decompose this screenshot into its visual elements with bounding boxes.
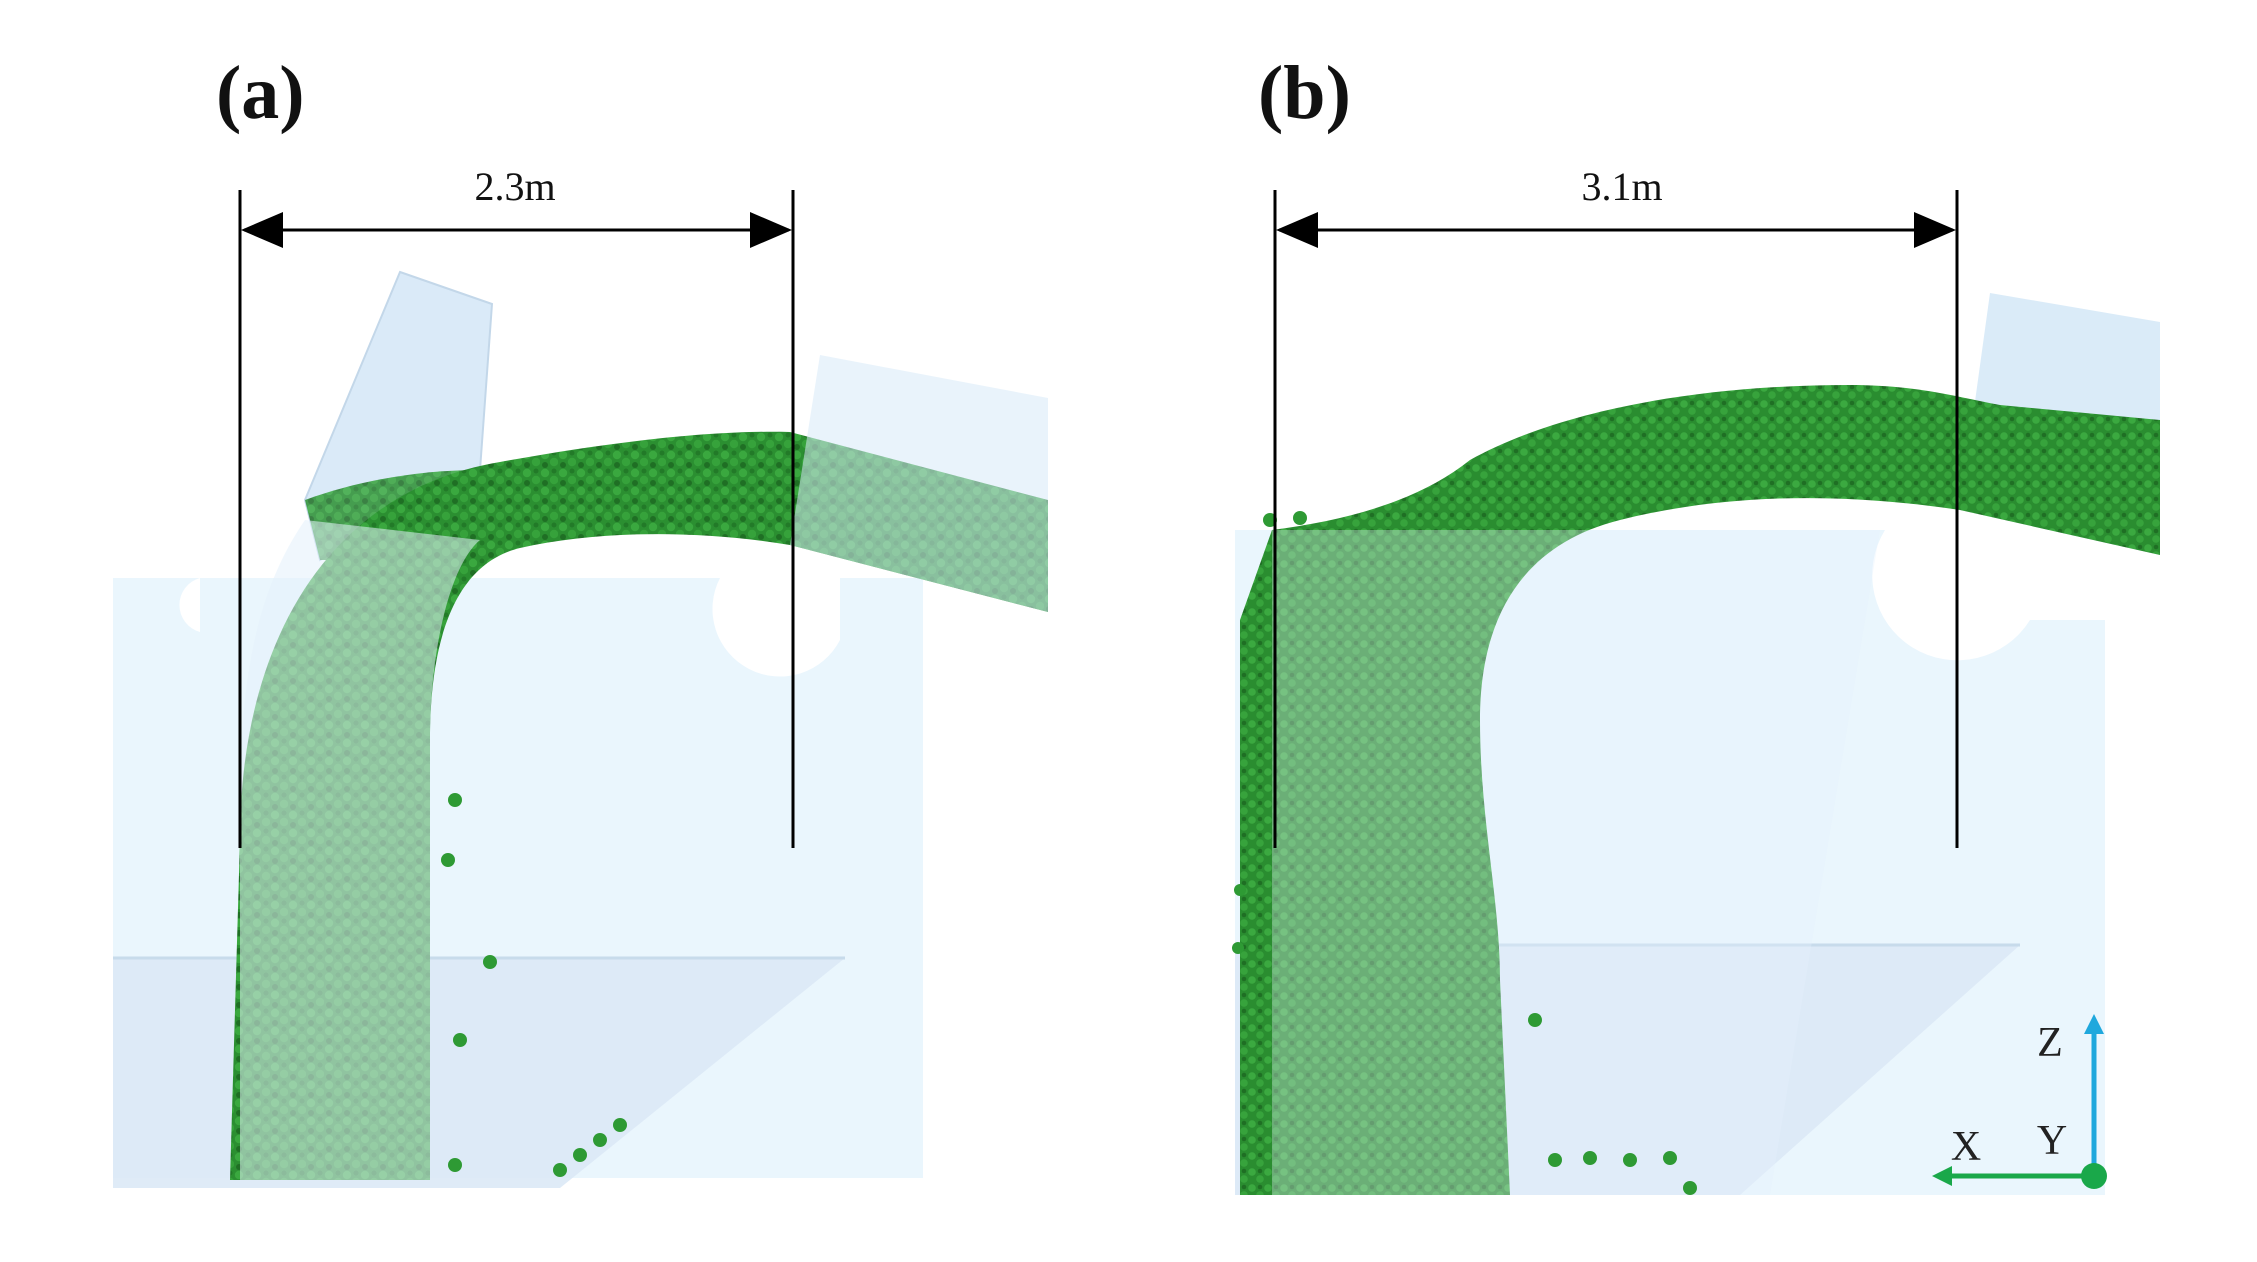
curved-hood-b xyxy=(1272,530,1880,1195)
panel-label-a: (a) xyxy=(216,51,305,135)
curved-hood-a xyxy=(239,355,1048,1180)
panel-b: (b) 3.1m xyxy=(1232,51,2160,1195)
particle-stream-b xyxy=(1240,385,2160,1195)
y-axis-dot xyxy=(2081,1163,2107,1189)
axes-triad: Z X Y xyxy=(1932,1014,2107,1189)
x-axis-arrowhead xyxy=(1932,1166,1952,1186)
panel-label-b: (b) xyxy=(1258,51,1351,135)
dimension-label-a: 2.3m xyxy=(474,164,555,209)
x-axis-label: X xyxy=(1951,1124,1981,1170)
dimension-a xyxy=(238,190,795,848)
dimension-label-b: 3.1m xyxy=(1581,164,1662,209)
stray-particles-a xyxy=(441,793,627,1177)
panel-a: (a) 2.3m xyxy=(113,51,1048,1188)
z-axis-label: Z xyxy=(2037,1020,2063,1066)
dimension-b xyxy=(1273,190,1959,848)
z-axis-arrowhead xyxy=(2084,1014,2104,1034)
y-axis-label: Y xyxy=(2037,1118,2067,1164)
